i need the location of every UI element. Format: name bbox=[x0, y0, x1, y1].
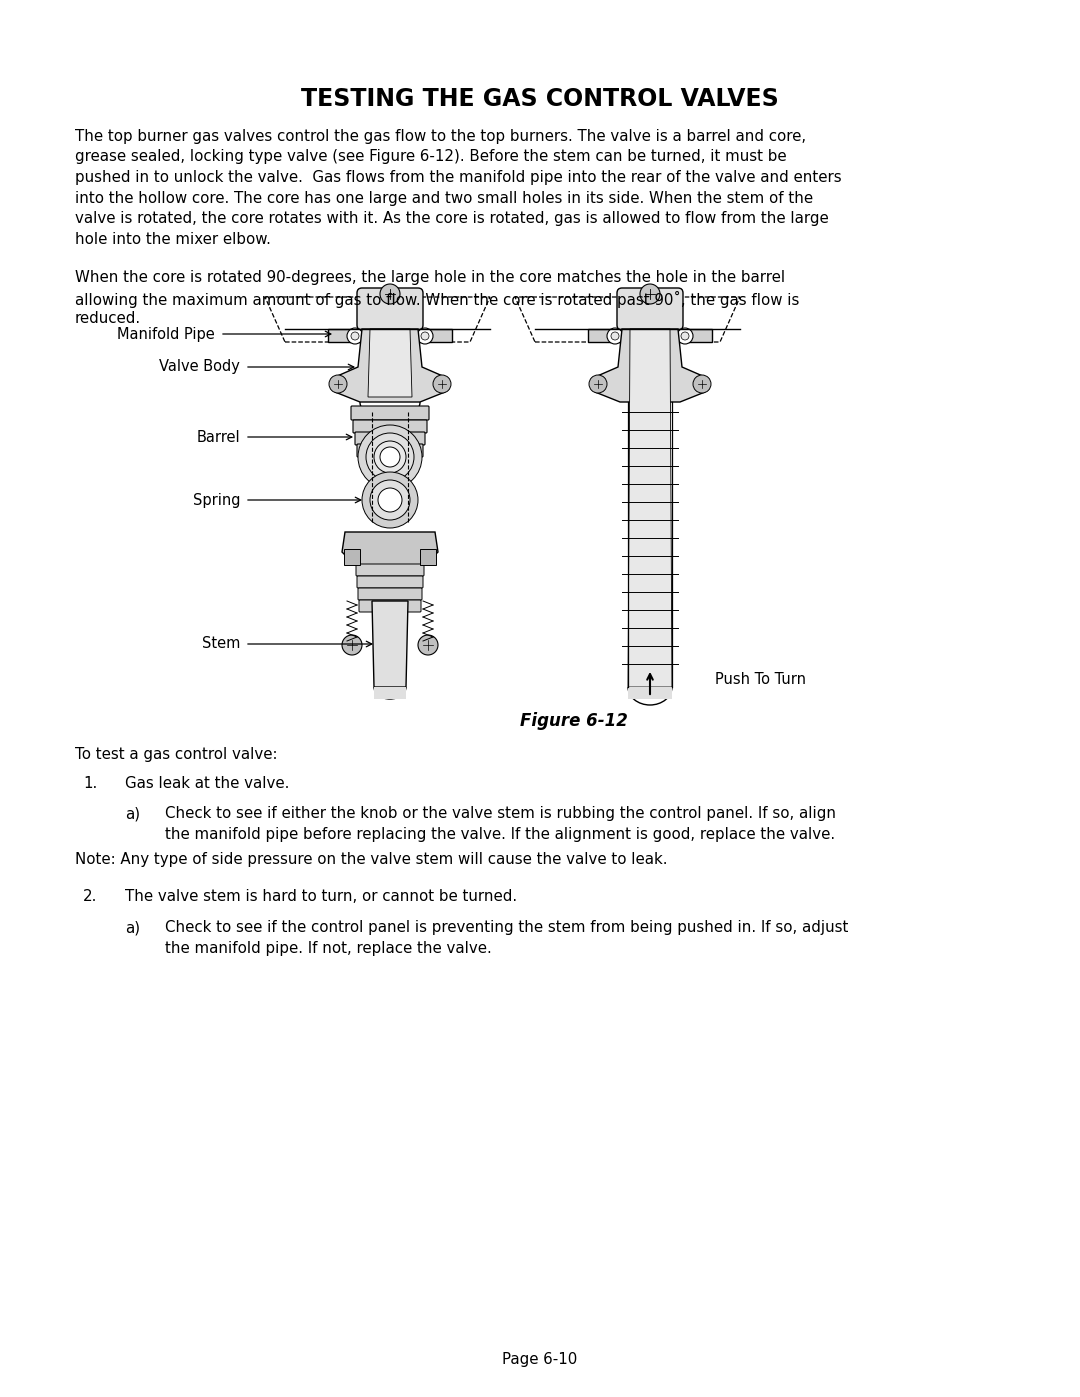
Circle shape bbox=[417, 328, 433, 344]
Text: Manifold Pipe: Manifold Pipe bbox=[118, 327, 215, 341]
Text: The top burner gas valves control the gas flow to the top burners. The valve is : The top burner gas valves control the ga… bbox=[75, 129, 806, 144]
Text: the manifold pipe. If not, replace the valve.: the manifold pipe. If not, replace the v… bbox=[165, 940, 491, 956]
FancyBboxPatch shape bbox=[617, 288, 683, 330]
Text: Figure 6-12: Figure 6-12 bbox=[519, 712, 627, 731]
Polygon shape bbox=[335, 330, 445, 402]
Text: valve is rotated, the core rotates with it. As the core is rotated, gas is allow: valve is rotated, the core rotates with … bbox=[75, 211, 828, 226]
Circle shape bbox=[421, 332, 429, 339]
FancyBboxPatch shape bbox=[357, 288, 423, 330]
FancyBboxPatch shape bbox=[357, 444, 423, 457]
FancyBboxPatch shape bbox=[355, 432, 426, 446]
Text: 1.: 1. bbox=[83, 775, 97, 791]
Polygon shape bbox=[374, 687, 406, 698]
Circle shape bbox=[329, 374, 347, 393]
FancyBboxPatch shape bbox=[357, 576, 423, 588]
Circle shape bbox=[433, 374, 451, 393]
Polygon shape bbox=[345, 549, 360, 564]
Text: into the hollow core. The core has one large and two small holes in its side. Wh: into the hollow core. The core has one l… bbox=[75, 190, 813, 205]
Text: hole into the mixer elbow.: hole into the mixer elbow. bbox=[75, 232, 271, 246]
Text: TESTING THE GAS CONTROL VALVES: TESTING THE GAS CONTROL VALVES bbox=[301, 87, 779, 110]
Polygon shape bbox=[627, 687, 672, 698]
Circle shape bbox=[640, 284, 660, 305]
Polygon shape bbox=[342, 532, 438, 564]
Circle shape bbox=[342, 636, 362, 655]
Text: Page 6-10: Page 6-10 bbox=[502, 1352, 578, 1368]
Polygon shape bbox=[627, 330, 672, 687]
Circle shape bbox=[589, 374, 607, 393]
Text: the manifold pipe before replacing the valve. If the alignment is good, replace : the manifold pipe before replacing the v… bbox=[165, 827, 835, 842]
Text: Valve Body: Valve Body bbox=[159, 359, 240, 374]
Text: a): a) bbox=[125, 921, 140, 935]
Text: allowing the maximum amount of gas to flow. When the core is rotated past 90˚, t: allowing the maximum amount of gas to fl… bbox=[75, 291, 799, 307]
Circle shape bbox=[347, 328, 363, 344]
FancyBboxPatch shape bbox=[356, 564, 424, 576]
Text: Note: Any type of side pressure on the valve stem will cause the valve to leak.: Note: Any type of side pressure on the v… bbox=[75, 852, 667, 868]
Text: To test a gas control valve:: To test a gas control valve: bbox=[75, 747, 278, 761]
Circle shape bbox=[380, 284, 400, 305]
Circle shape bbox=[374, 441, 406, 474]
Text: 2.: 2. bbox=[83, 890, 97, 904]
Text: a): a) bbox=[125, 806, 140, 821]
FancyBboxPatch shape bbox=[359, 599, 421, 612]
Text: pushed in to unlock the valve.  Gas flows from the manifold pipe into the rear o: pushed in to unlock the valve. Gas flows… bbox=[75, 170, 841, 184]
Polygon shape bbox=[368, 330, 411, 397]
Circle shape bbox=[611, 332, 619, 339]
Circle shape bbox=[366, 433, 414, 481]
Text: Check to see if the control panel is preventing the stem from being pushed in. I: Check to see if the control panel is pre… bbox=[165, 921, 849, 935]
Text: Push To Turn: Push To Turn bbox=[715, 672, 806, 687]
FancyBboxPatch shape bbox=[351, 407, 429, 420]
Polygon shape bbox=[595, 330, 705, 402]
FancyBboxPatch shape bbox=[357, 588, 422, 599]
Circle shape bbox=[370, 481, 410, 520]
Text: Gas leak at the valve.: Gas leak at the valve. bbox=[125, 775, 289, 791]
Circle shape bbox=[362, 472, 418, 528]
Polygon shape bbox=[328, 330, 453, 342]
Polygon shape bbox=[420, 549, 436, 564]
Text: Stem: Stem bbox=[202, 637, 240, 651]
FancyBboxPatch shape bbox=[353, 420, 427, 433]
Text: reduced.: reduced. bbox=[75, 312, 141, 326]
Text: Barrel: Barrel bbox=[197, 429, 240, 444]
Circle shape bbox=[357, 425, 422, 489]
Circle shape bbox=[351, 332, 359, 339]
Circle shape bbox=[681, 332, 689, 339]
Circle shape bbox=[380, 447, 400, 467]
Circle shape bbox=[418, 636, 438, 655]
Text: The valve stem is hard to turn, or cannot be turned.: The valve stem is hard to turn, or canno… bbox=[125, 890, 517, 904]
Text: When the core is rotated 90-degrees, the large hole in the core matches the hole: When the core is rotated 90-degrees, the… bbox=[75, 270, 785, 285]
Text: Check to see if either the knob or the valve stem is rubbing the control panel. : Check to see if either the knob or the v… bbox=[165, 806, 836, 821]
Circle shape bbox=[378, 488, 402, 511]
Text: grease sealed, locking type valve (see Figure 6-12). Before the stem can be turn: grease sealed, locking type valve (see F… bbox=[75, 149, 786, 165]
Circle shape bbox=[693, 374, 711, 393]
Circle shape bbox=[607, 328, 623, 344]
Polygon shape bbox=[372, 601, 408, 687]
Polygon shape bbox=[588, 330, 712, 342]
Text: Spring: Spring bbox=[192, 493, 240, 507]
Circle shape bbox=[677, 328, 693, 344]
